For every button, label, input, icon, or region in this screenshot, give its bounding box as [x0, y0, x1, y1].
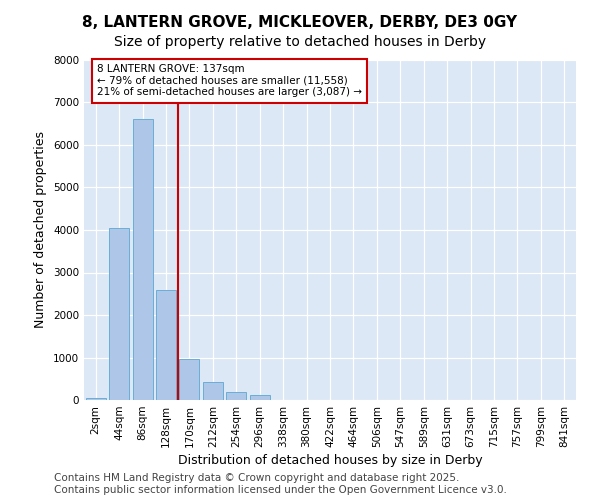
Bar: [109, 228, 129, 400]
Y-axis label: Number of detached properties: Number of detached properties: [34, 132, 47, 328]
Bar: [226, 392, 246, 400]
Bar: [133, 120, 152, 400]
Bar: [179, 359, 199, 400]
Text: 8 LANTERN GROVE: 137sqm
← 79% of detached houses are smaller (11,558)
21% of sem: 8 LANTERN GROVE: 137sqm ← 79% of detache…: [97, 64, 362, 98]
Bar: [203, 382, 223, 400]
Bar: [156, 290, 176, 400]
X-axis label: Distribution of detached houses by size in Derby: Distribution of detached houses by size …: [178, 454, 482, 467]
Bar: [86, 398, 106, 400]
Text: Contains HM Land Registry data © Crown copyright and database right 2025.
Contai: Contains HM Land Registry data © Crown c…: [54, 474, 507, 495]
Bar: [250, 395, 269, 400]
Text: 8, LANTERN GROVE, MICKLEOVER, DERBY, DE3 0GY: 8, LANTERN GROVE, MICKLEOVER, DERBY, DE3…: [82, 15, 518, 30]
Text: Size of property relative to detached houses in Derby: Size of property relative to detached ho…: [114, 35, 486, 49]
